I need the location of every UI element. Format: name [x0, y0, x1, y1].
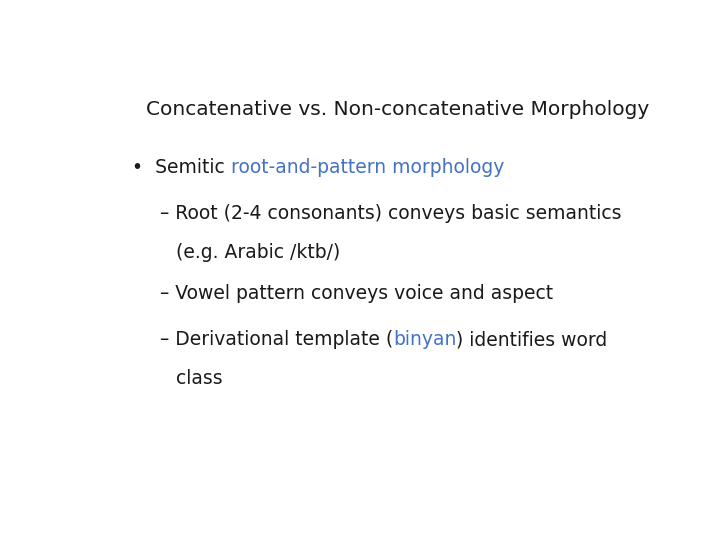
Text: – Root (2-4 consonants) conveys basic semantics: – Root (2-4 consonants) conveys basic se…: [160, 204, 621, 223]
Text: •  Semitic: • Semitic: [132, 158, 230, 177]
Text: class: class: [176, 369, 223, 388]
Text: root-and-pattern morphology: root-and-pattern morphology: [230, 158, 504, 177]
Text: – Derivational template (: – Derivational template (: [160, 330, 393, 349]
Text: ) identifies word: ) identifies word: [456, 330, 608, 349]
Text: Concatenative vs. Non-concatenative Morphology: Concatenative vs. Non-concatenative Morp…: [145, 100, 649, 119]
Text: binyan: binyan: [393, 330, 456, 349]
Text: (e.g. Arabic /ktb/): (e.g. Arabic /ktb/): [176, 243, 341, 262]
Text: – Vowel pattern conveys voice and aspect: – Vowel pattern conveys voice and aspect: [160, 285, 553, 303]
